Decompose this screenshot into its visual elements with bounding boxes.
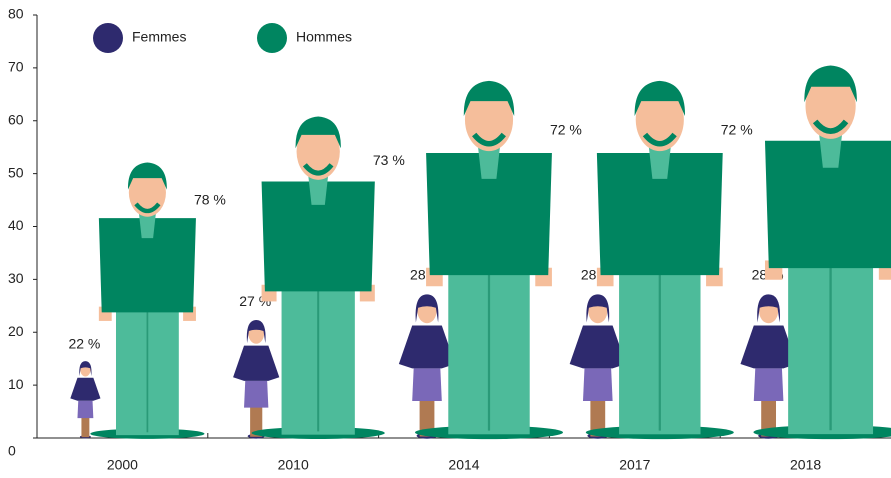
hair	[586, 294, 610, 323]
x-tick-label: 2017	[619, 457, 650, 473]
y-tick-label: 20	[8, 323, 24, 339]
top	[398, 325, 456, 369]
hair	[127, 162, 167, 190]
man-figure	[251, 116, 385, 439]
legs	[81, 414, 90, 438]
hair	[295, 116, 341, 149]
share-label: 72 %	[550, 121, 582, 137]
hair	[246, 320, 266, 344]
woman-figure	[70, 361, 101, 439]
jacket	[596, 153, 723, 276]
hair	[804, 65, 857, 103]
share-label: 73 %	[373, 152, 405, 168]
skirt	[412, 368, 442, 401]
legend-swatch	[93, 23, 123, 53]
y-tick-label: 70	[8, 59, 24, 75]
hair	[463, 80, 515, 116]
top	[70, 377, 101, 401]
share-label: 78 %	[194, 192, 226, 208]
x-tick-label: 2000	[107, 457, 138, 473]
skirt	[77, 400, 94, 419]
legs	[590, 393, 606, 437]
shirt	[819, 133, 843, 168]
man-figure	[585, 80, 734, 440]
hair	[79, 361, 92, 377]
legs	[250, 401, 263, 437]
share-label: 22 %	[68, 335, 100, 351]
beard	[472, 132, 506, 147]
share-label: 72 %	[721, 121, 753, 137]
woman-figure	[398, 294, 456, 439]
woman-figure	[740, 294, 797, 439]
legend-label: Femmes	[132, 29, 186, 45]
man-figure	[414, 80, 564, 440]
jacket	[261, 181, 375, 292]
beard	[642, 132, 677, 147]
top	[233, 345, 280, 381]
legend-label: Hommes	[296, 29, 352, 45]
shirt	[477, 145, 501, 179]
y-tick-label: 40	[8, 217, 24, 233]
skirt	[582, 368, 613, 401]
x-tick-label: 2014	[448, 457, 479, 473]
y-tick-label: 0	[8, 443, 16, 459]
jacket	[98, 218, 196, 313]
skirt	[753, 368, 784, 401]
top	[569, 325, 626, 369]
beard	[134, 202, 161, 214]
woman-figure	[569, 294, 626, 439]
shirt	[308, 174, 329, 205]
top	[740, 325, 797, 369]
legend-swatch	[257, 23, 287, 53]
beard	[812, 119, 849, 135]
x-tick-label: 2018	[790, 457, 821, 473]
legs	[761, 393, 777, 437]
y-tick-label: 50	[8, 164, 24, 180]
y-tick-label: 80	[8, 6, 24, 22]
y-tick-label: 30	[8, 270, 24, 286]
woman-figure	[233, 320, 280, 439]
legs	[419, 393, 435, 437]
shirt	[648, 145, 671, 179]
jacket	[426, 153, 552, 276]
skirt	[244, 380, 269, 408]
jacket	[764, 140, 891, 269]
hair	[415, 294, 439, 323]
hair	[634, 80, 685, 116]
y-tick-label: 60	[8, 111, 24, 127]
man-figure	[90, 162, 205, 439]
x-tick-label: 2010	[278, 457, 309, 473]
shirt	[138, 212, 156, 239]
hair	[757, 294, 781, 323]
y-tick-label: 10	[8, 376, 24, 392]
beard	[302, 163, 334, 176]
man-figure	[753, 65, 891, 440]
